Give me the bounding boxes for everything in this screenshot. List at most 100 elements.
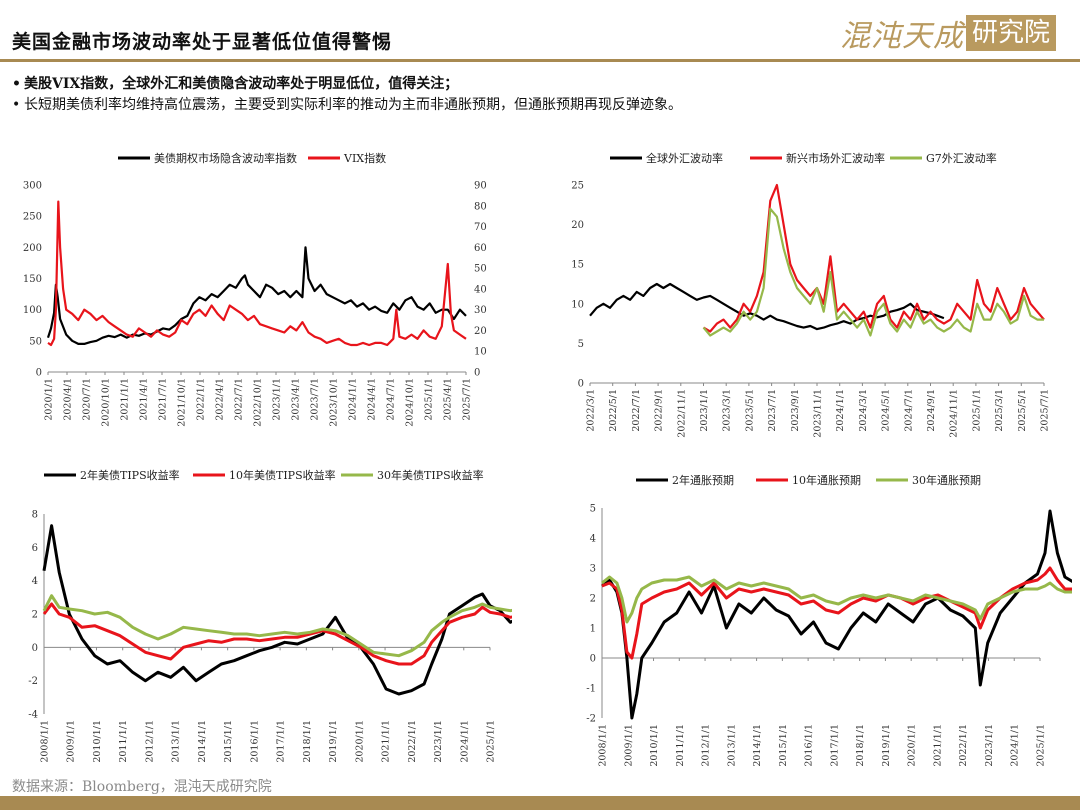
x-tick-label: 2023/10/1 [329,378,340,427]
x-tick-label: 2024/3/1 [858,389,869,432]
y-tick-label: 25 [571,181,584,192]
x-tick-label: 2016/1/1 [804,724,815,767]
y-tick-label: 5 [590,504,596,515]
y-tick-label: 3 [590,564,596,575]
x-tick-label: 2022/7/1 [234,378,245,421]
x-tick-label: 2020/4/1 [63,378,74,421]
series-line [702,207,1044,337]
bullet-item: • 长短期美债利率均维持高位震荡，主要受到实际利率的推动为主而非通胀预期，但通胀… [12,95,1072,116]
x-tick-label: 2023/1/1 [433,720,444,763]
chart-fx-volatility: 0 5 10 15 20 25 2022/3/1 2022/5/1 2022/7/1 2022/9… [571,151,1051,438]
page-title: 美国金融市场波动率处于显著低位值得警惕 [12,31,393,53]
y-tick-label: 250 [23,212,42,223]
x-tick-label: 2008/1/1 [40,720,51,763]
y-tick-label: 50 [29,336,42,347]
header: 美国金融市场波动率处于显著低位值得警惕 混沌天成 研究院 [0,0,1080,62]
x-tick-label: 2013/1/1 [726,724,737,767]
x-tick-label: 2024/10/1 [405,378,416,427]
x-tick-label: 2023/7/1 [310,378,321,421]
x-tick-label: 2025/7/1 [462,378,473,421]
x-tick-label: 2017/1/1 [276,720,287,763]
x-tick-label: 2023/4/1 [291,378,302,421]
series-line [702,183,1045,333]
y-tick-label: -2 [28,676,38,687]
legend-label: G7外汇波动率 [926,151,997,165]
legend-label: 30年通胀预期 [912,473,981,487]
y-tick-label: 150 [23,274,42,285]
series-line [46,246,467,345]
y-tick-label: -4 [28,710,38,721]
x-tick-label: 2024/1/1 [459,720,470,763]
x-tick-label: 2024/9/1 [926,389,937,432]
x-tick-label: 2024/4/1 [367,378,378,421]
x-tick-label: 2022/1/1 [196,378,207,421]
x-tick-label: 2020/7/1 [82,378,93,421]
y2-tick-label: 50 [474,264,487,275]
y-tick-label: 1 [590,624,596,635]
y-tick-label: -1 [586,684,596,695]
bullet-text: 美股VIX指数，全球外汇和美债隐含波动率处于明显低位，值得关注； [24,76,459,92]
x-tick-label: 2025/1/1 [1036,724,1047,767]
series-line [42,524,512,696]
x-tick-label: 2022/5/1 [608,389,619,432]
x-tick-label: 2023/1/1 [699,389,710,432]
x-tick-label: 2024/1/1 [1010,724,1021,767]
y-tick-label: 2 [32,610,38,621]
x-tick-label: 2025/1/1 [971,389,982,432]
x-tick-label: 2012/1/1 [144,720,155,763]
x-tick-label: 2024/11/1 [949,389,960,438]
x-tick-label: 2022/3/1 [586,389,597,432]
x-tick-label: 2023/9/1 [790,389,801,432]
x-tick-label: 2011/1/1 [675,724,686,767]
x-tick-label: 2025/7/1 [1040,389,1051,432]
series-line [42,594,512,658]
legend-label: 全球外汇波动率 [646,151,723,165]
y-tick-label: 15 [571,260,584,271]
y2-tick-label: 70 [474,222,487,233]
x-tick-label: 2010/1/1 [92,720,103,763]
x-tick-label: 2023/1/1 [272,378,283,421]
x-tick-label: 2020/10/1 [101,378,112,427]
x-tick-label: 2023/7/1 [767,389,778,432]
x-tick-label: 2022/1/1 [958,724,969,767]
x-tick-label: 2023/5/1 [744,389,755,432]
x-tick-label: 2022/1/1 [407,720,418,763]
y-tick-label: 6 [32,543,38,554]
y2-tick-label: 60 [474,243,487,254]
logo-box-text: 研究院 [965,15,1056,51]
y2-tick-label: 30 [474,305,487,316]
x-tick-label: 2020/1/1 [907,724,918,767]
x-tick-label: 2020/1/1 [44,378,55,421]
x-tick-label: 2015/1/1 [223,720,234,763]
x-tick-label: 2017/1/1 [829,724,840,767]
series-line [601,566,1072,660]
x-tick-label: 2024/1/1 [835,389,846,432]
y-tick-label: 100 [23,305,42,316]
y-tick-label: 2 [590,594,596,605]
bullet-text: 长短期美债利率均维持高位震荡，主要受到实际利率的推动为主而非通胀预期，但通胀预期… [24,97,682,113]
x-tick-label: 2023/3/1 [722,389,733,432]
legend-label: 30年美债TIPS收益率 [377,468,484,482]
chart-vix-rates-volatility: 0 50 100 150 200 250 300 0 10 20 30 40 50 60 70 80 90 202… [23,151,487,427]
x-tick-label: 2020/1/1 [354,720,365,763]
x-tick-label: 2025/5/1 [1017,389,1028,432]
bullet-list: • 美股VIX指数，全球外汇和美债隐含波动率处于明显低位，值得关注； • 长短期… [12,74,1072,116]
header-rule [0,59,1080,62]
y2-tick-label: 90 [474,181,487,192]
series-line [42,602,512,666]
y-tick-label: 0 [590,654,596,665]
y-tick-label: 0 [578,379,584,390]
y2-tick-label: 80 [474,201,487,212]
series-line [601,509,1072,720]
x-tick-label: 2018/1/1 [302,720,313,763]
bullet-marker: • [12,76,21,92]
x-tick-label: 2021/4/1 [139,378,150,421]
brand-logo: 混沌天成 研究院 [840,14,1056,54]
series-line [601,575,1072,624]
x-tick-label: 2024/7/1 [903,389,914,432]
x-tick-label: 2023/11/1 [813,389,824,438]
y-tick-label: 0 [36,368,42,379]
y-tick-label: 4 [32,576,38,587]
x-tick-label: 2018/1/1 [855,724,866,767]
x-tick-label: 2024/7/1 [386,378,397,421]
